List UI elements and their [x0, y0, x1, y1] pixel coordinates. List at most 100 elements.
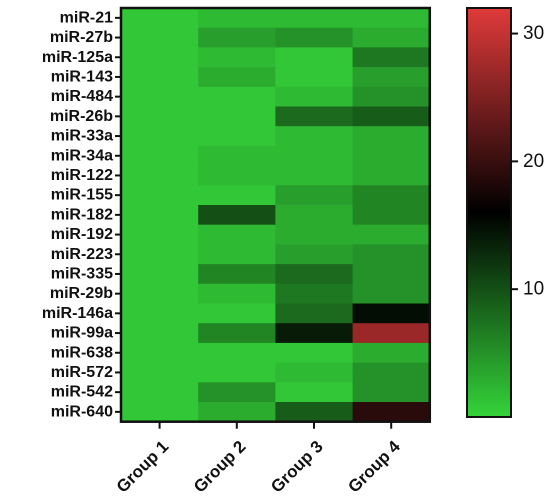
heatmap-cell-mir-33a-group-2	[198, 126, 276, 147]
heatmap-cell-mir-192-group-4	[352, 224, 431, 245]
heatmap-cell-mir-122-group-4	[352, 165, 431, 186]
row-label-mir-335: miR-335	[51, 265, 113, 282]
row-label-mir-192: miR-192	[51, 226, 113, 243]
heatmap-cell-mir-99a-group-1	[121, 323, 199, 344]
row-label-mir-155: miR-155	[51, 187, 113, 204]
heatmap-cell-mir-146a-group-3	[275, 303, 354, 324]
heatmap-frame	[119, 6, 432, 423]
heatmap-cell-mir-542-group-1	[121, 382, 199, 403]
heatmap-cell-mir-27b-group-4	[352, 27, 431, 48]
row-label-mir-21: miR-21	[60, 9, 113, 26]
row-label-mir-182: miR-182	[51, 206, 113, 223]
heatmap-cell-mir-34a-group-3	[275, 145, 354, 167]
heatmap-cell-mir-640-group-2	[198, 402, 276, 423]
column-label-group-4: Group 4	[344, 437, 404, 497]
colorbar-tick-label-20: 20	[523, 151, 544, 172]
heatmap-cell-mir-99a-group-4	[352, 323, 431, 344]
row-label-mir-99a: miR-99a	[51, 325, 113, 342]
heatmap-cell-mir-125a-group-1	[121, 47, 199, 68]
heatmap-cell-mir-29b-group-4	[352, 283, 431, 305]
colorbar-tick-label-30: 30	[523, 23, 544, 44]
heatmap-cell-mir-99a-group-2	[198, 323, 276, 344]
heatmap-cell-mir-27b-group-3	[275, 27, 354, 48]
row-label-mir-29b: miR-29b	[50, 285, 113, 302]
heatmap-cell-mir-638-group-4	[352, 342, 431, 364]
row-label-mir-125a: miR-125a	[42, 49, 113, 66]
heatmap-cell-mir-223-group-4	[352, 244, 431, 265]
heatmap-cell-mir-143-group-2	[198, 67, 276, 88]
heatmap-cell-mir-29b-group-1	[121, 283, 199, 305]
heatmap-cell-mir-146a-group-4	[352, 303, 431, 324]
heatmap-cell-mir-572-group-3	[275, 362, 354, 383]
column-label-group-3: Group 3	[267, 437, 327, 497]
heatmap-cell-mir-34a-group-2	[198, 145, 276, 167]
heatmap-cell-mir-29b-group-2	[198, 283, 276, 305]
column-label-group-2: Group 2	[190, 437, 250, 497]
row-label-mir-542: miR-542	[51, 384, 113, 401]
heatmap-cell-mir-26b-group-2	[198, 106, 276, 127]
heatmap-cell-mir-33a-group-4	[352, 126, 431, 147]
row-label-mir-484: miR-484	[51, 88, 113, 105]
heatmap-cell-mir-34a-group-1	[121, 145, 199, 167]
row-label-mir-638: miR-638	[51, 344, 113, 361]
row-labels: miR-21 miR-27b miR-125a miR-143 miR-484 miR-2…	[42, 9, 121, 420]
heatmap-cell-mir-640-group-4	[352, 402, 431, 423]
heatmap-cell-mir-638-group-2	[198, 342, 276, 364]
row-label-mir-27b: miR-27b	[50, 29, 113, 46]
heatmap-cell-mir-26b-group-1	[121, 106, 199, 127]
heatmap-cell-mir-122-group-1	[121, 165, 199, 186]
heatmap-cell-mir-335-group-1	[121, 264, 199, 285]
heatmap-cell-mir-155-group-4	[352, 185, 431, 206]
heatmap-cell-mir-21-group-3	[275, 8, 354, 29]
heatmap-cell-mir-27b-group-1	[121, 27, 199, 48]
heatmap-cell-mir-182-group-1	[121, 205, 199, 226]
heatmap-cell-mir-182-group-3	[275, 205, 354, 226]
heatmap-cell-mir-542-group-2	[198, 382, 276, 403]
heatmap-cell-mir-125a-group-2	[198, 47, 276, 68]
colorbar-ticks: 10 20 30	[511, 23, 544, 300]
colorbar-tick-label-10: 10	[523, 279, 544, 300]
heatmap-cell-mir-33a-group-1	[121, 126, 199, 147]
heatmap-cell-mir-192-group-1	[121, 224, 199, 245]
row-label-mir-122: miR-122	[51, 167, 113, 184]
row-label-mir-572: miR-572	[51, 364, 113, 381]
heatmap-cell-mir-26b-group-3	[275, 106, 354, 127]
heatmap-cell-mir-223-group-2	[198, 244, 276, 265]
heatmap-cell-mir-223-group-1	[121, 244, 199, 265]
heatmap-cell-mir-21-group-2	[198, 8, 276, 29]
heatmap-cell-mir-640-group-1	[121, 402, 199, 423]
heatmap-cell-mir-143-group-4	[352, 67, 431, 88]
heatmap-cell-mir-484-group-2	[198, 86, 276, 108]
heatmap-cell-mir-223-group-3	[275, 244, 354, 265]
row-label-mir-33a: miR-33a	[51, 128, 113, 145]
heatmap-cell-mir-335-group-2	[198, 264, 276, 285]
heatmap-cell-mir-335-group-3	[275, 264, 354, 285]
heatmap-cell-mir-21-group-4	[352, 8, 431, 29]
heatmap-cell-mir-192-group-3	[275, 224, 354, 245]
heatmap-cell-mir-125a-group-3	[275, 47, 354, 68]
heatmap-cell-mir-99a-group-3	[275, 323, 354, 344]
heatmap-cell-mir-27b-group-2	[198, 27, 276, 48]
heatmap-cell-mir-34a-group-4	[352, 145, 431, 167]
row-label-mir-26b: miR-26b	[50, 108, 113, 125]
heatmap-cell-mir-638-group-1	[121, 342, 199, 364]
heatmap-cell-mir-29b-group-3	[275, 283, 354, 305]
heatmap-cell-mir-572-group-1	[121, 362, 199, 383]
heatmap-cell-mir-26b-group-4	[352, 106, 431, 127]
heatmap-cell-mir-182-group-4	[352, 205, 431, 226]
heatmap-cell-mir-143-group-3	[275, 67, 354, 88]
colorbar	[466, 7, 512, 418]
heatmap-cell-mir-484-group-1	[121, 86, 199, 108]
heatmap-cell-mir-638-group-3	[275, 342, 354, 364]
heatmap-cell-mir-122-group-2	[198, 165, 276, 186]
heatmap-cell-mir-21-group-1	[121, 8, 199, 29]
heatmap-cell-mir-146a-group-1	[121, 303, 199, 324]
heatmap-cell-mir-155-group-2	[198, 185, 276, 206]
heatmap-cell-mir-192-group-2	[198, 224, 276, 245]
heatmap-cell-mir-155-group-3	[275, 185, 354, 206]
heatmap-cell-mir-572-group-4	[352, 362, 431, 383]
heatmap-cell-mir-146a-group-2	[198, 303, 276, 324]
row-label-mir-146a: miR-146a	[42, 305, 113, 322]
heatmap-cell-mir-484-group-4	[352, 86, 431, 108]
